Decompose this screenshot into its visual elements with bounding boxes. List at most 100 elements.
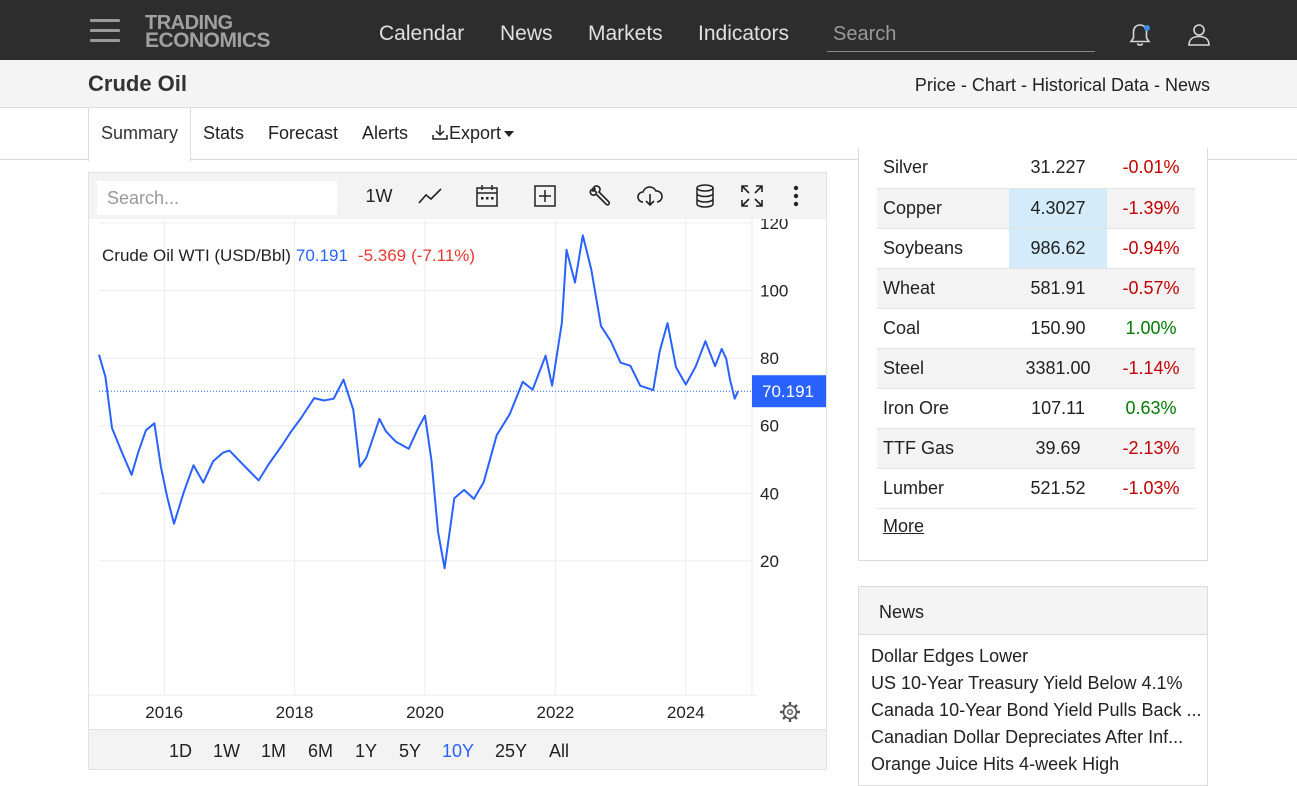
quote-change: -5.369 [358, 246, 406, 265]
quote-change-pct: (-7.11%) [411, 246, 475, 265]
market-price: 3381.00 [1009, 348, 1107, 389]
nav-calendar[interactable]: Calendar [379, 22, 465, 45]
market-price: 521.52 [1009, 468, 1107, 509]
news-list: Dollar Edges Lower US 10-Year Treasury Y… [859, 635, 1207, 778]
breadcrumb-separator: - [955, 75, 972, 95]
more-options-button[interactable] [781, 181, 811, 211]
market-price: 107.11 [1009, 388, 1107, 429]
markets-more-link[interactable]: More [883, 516, 925, 536]
markets-table: Silver 31.227 -0.01% Copper 4.3027 -1.39% Soyb… [877, 148, 1195, 509]
cloud-download-icon [637, 186, 663, 207]
market-row[interactable]: Steel 3381.00 -1.14% [877, 348, 1195, 389]
period-25y[interactable]: 25Y [495, 741, 528, 761]
y-tick-label: 100 [760, 282, 788, 301]
market-row[interactable]: Coal 150.90 1.00% [877, 308, 1195, 349]
breadcrumb-separator: - [1015, 75, 1032, 95]
chart-settings-icon[interactable] [780, 702, 800, 722]
period-1m[interactable]: 1M [261, 741, 287, 761]
compare-button[interactable] [530, 181, 560, 211]
chart-search-input[interactable] [97, 181, 337, 215]
market-row[interactable]: Lumber 521.52 -1.03% [877, 468, 1195, 509]
brand-logo[interactable]: TRADING ECONOMICS [145, 12, 271, 51]
market-change: -0.94% [1107, 228, 1195, 269]
menu-icon[interactable] [90, 19, 120, 43]
tab-bar: Summary Stats Forecast Alerts Export [0, 108, 1297, 161]
period-5y[interactable]: 5Y [399, 741, 422, 761]
calendar-icon [476, 185, 498, 207]
market-name: Steel [877, 348, 1009, 389]
breadcrumb-news[interactable]: News [1164, 75, 1210, 95]
market-row[interactable]: Iron Ore 107.11 0.63% [877, 388, 1195, 429]
interval-button[interactable]: 1W [365, 185, 393, 206]
quote-price: 70.191 [296, 246, 348, 265]
market-row[interactable]: Copper 4.3027 -1.39% [877, 188, 1195, 229]
last-price-box [752, 375, 826, 408]
search-input[interactable] [827, 18, 1095, 52]
market-change: 1.00% [1107, 308, 1195, 349]
download-button[interactable] [633, 181, 667, 211]
breadcrumb-price[interactable]: Price [914, 75, 956, 95]
news-item[interactable]: US 10-Year Treasury Yield Below 4.1% [871, 673, 1183, 693]
news-item[interactable]: Canada 10-Year Bond Yield Pulls Back ... [871, 700, 1202, 720]
user-account-icon[interactable] [1186, 22, 1212, 48]
news-header: News [859, 587, 1207, 635]
date-range-button[interactable] [472, 181, 502, 211]
market-change: -1.39% [1107, 188, 1195, 229]
page-title: Crude Oil [88, 71, 188, 96]
tab-export[interactable]: Export [431, 108, 515, 160]
market-change: -1.03% [1107, 468, 1195, 509]
breadcrumb-chart[interactable]: Chart [971, 75, 1016, 95]
market-price: 150.90 [1009, 308, 1107, 349]
market-row[interactable]: Silver 31.227 -0.01% [877, 148, 1195, 189]
market-price: 4.3027 [1009, 188, 1107, 229]
period-1d[interactable]: 1D [169, 741, 193, 761]
breadcrumb-historical-data[interactable]: Historical Data [1031, 75, 1149, 95]
page-header: Crude Oil Price - Chart - Historical Dat… [0, 60, 1297, 108]
market-name: Copper [877, 188, 1009, 229]
period-1y[interactable]: 1Y [355, 741, 378, 761]
x-tick-label: 2016 [145, 703, 183, 722]
tab-summary[interactable]: Summary [88, 108, 192, 161]
chart-type-button[interactable] [415, 181, 445, 211]
top-bar: TRADING ECONOMICS Calendar News Markets … [0, 0, 1297, 60]
market-row[interactable]: TTF Gas 39.69 -2.13% [877, 428, 1195, 469]
tab-forecast[interactable]: Forecast [268, 123, 339, 143]
period-10y[interactable]: 10Y [442, 741, 475, 761]
period-selector: 1D 1W 1M 6M 1Y 5Y 10Y 25Y All [89, 729, 826, 769]
price-chart[interactable]: 20 40 60 80 100 120 2016 2018 2020 2022 2024 70.1… [89, 219, 826, 729]
chart-grid [99, 219, 752, 695]
market-name: TTF Gas [877, 428, 1009, 469]
period-all[interactable]: All [549, 741, 570, 761]
fullscreen-icon [741, 185, 763, 207]
period-1w[interactable]: 1W [213, 741, 240, 761]
market-change: 0.63% [1107, 388, 1195, 429]
market-change: -0.01% [1107, 148, 1195, 189]
market-row[interactable]: Wheat 581.91 -0.57% [877, 268, 1195, 309]
market-row[interactable]: Soybeans 986.62 -0.94% [877, 228, 1195, 269]
breadcrumb-separator: - [1148, 75, 1165, 95]
nav-news[interactable]: News [500, 22, 553, 45]
market-name: Soybeans [877, 228, 1009, 269]
indicators-button[interactable] [585, 181, 615, 211]
breadcrumb: Price - Chart - Historical Data - News [915, 75, 1210, 96]
market-name: Lumber [877, 468, 1009, 509]
news-item[interactable]: Orange Juice Hits 4-week High [871, 754, 1120, 774]
period-6m[interactable]: 6M [308, 741, 334, 761]
nav-markets[interactable]: Markets [588, 22, 663, 45]
tab-stats[interactable]: Stats [203, 123, 245, 143]
news-item[interactable]: Canadian Dollar Depreciates After Inf... [871, 727, 1184, 747]
brand-line-1: TRADING [145, 12, 233, 34]
y-tick-label: 20 [760, 552, 779, 571]
data-button[interactable] [690, 181, 720, 211]
notification-bell-icon[interactable] [1128, 22, 1152, 48]
price-line [98, 234, 739, 570]
line-chart-icon [418, 188, 442, 204]
tab-alerts[interactable]: Alerts [362, 123, 409, 143]
chart-panel: 1W 20 40 60 80 100 120 2016 20 [88, 172, 827, 770]
y-axis-labels: 20 40 60 80 100 120 [760, 219, 788, 571]
nav-indicators[interactable]: Indicators [698, 22, 790, 45]
news-item[interactable]: Dollar Edges Lower [871, 646, 1029, 666]
x-tick-label: 2018 [276, 703, 314, 722]
market-name: Wheat [877, 268, 1009, 309]
fullscreen-button[interactable] [737, 181, 767, 211]
